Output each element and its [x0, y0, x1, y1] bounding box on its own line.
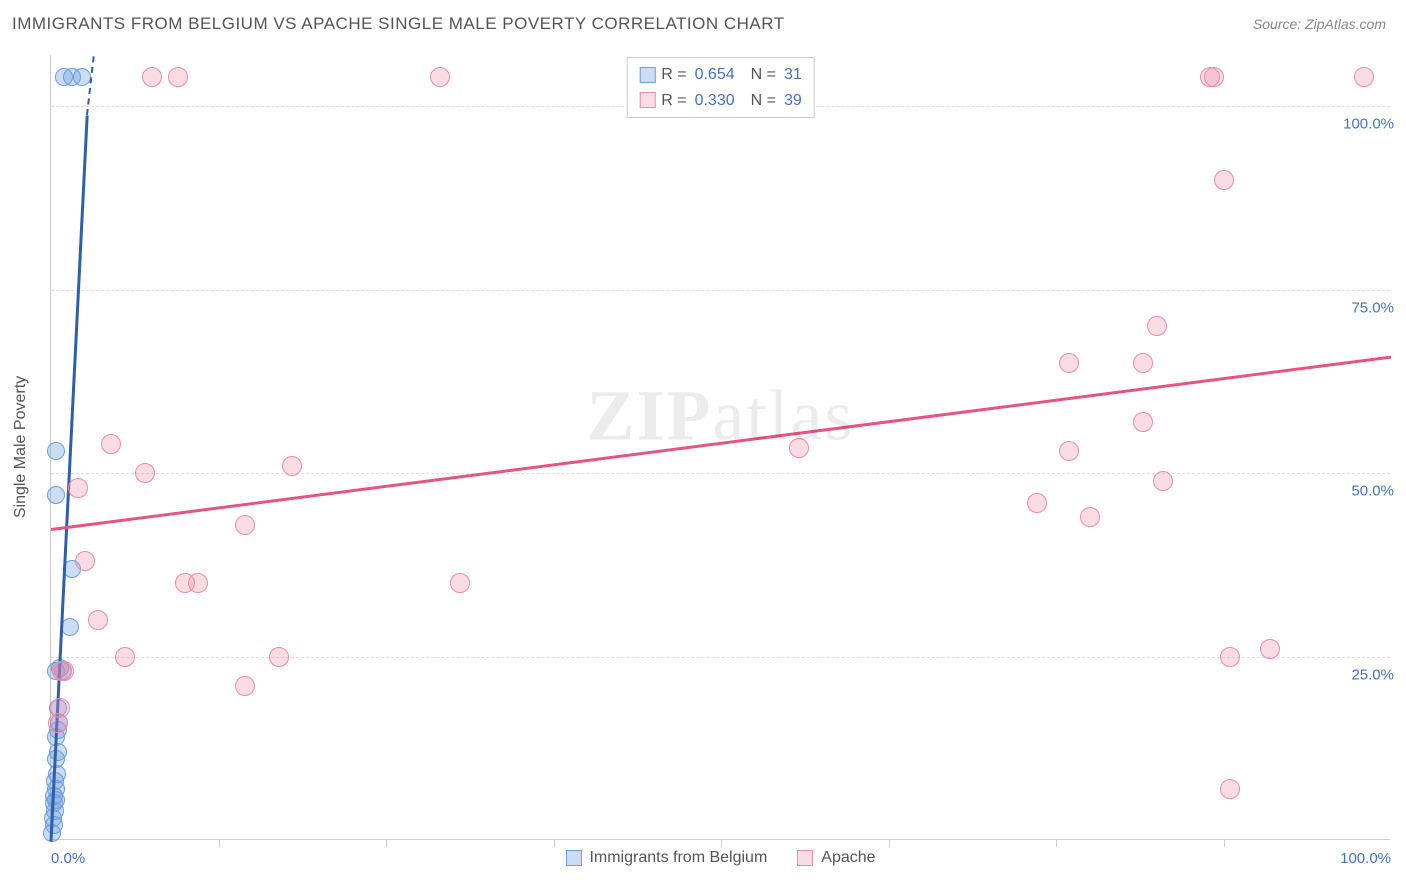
x-tick-label: 100.0%: [1340, 850, 1391, 867]
data-point: [235, 515, 255, 535]
data-point: [188, 573, 208, 593]
legend-row: R = 0.654 N = 31: [639, 62, 802, 88]
data-point: [1153, 471, 1173, 491]
data-point: [282, 456, 302, 476]
x-tick: [554, 839, 555, 847]
legend-r-label: R =: [661, 88, 686, 114]
data-point: [101, 434, 121, 454]
x-tick: [1056, 839, 1057, 847]
data-point: [168, 67, 188, 87]
source-label: Source: ZipAtlas.com: [1253, 16, 1386, 32]
data-point: [450, 573, 470, 593]
y-tick-label: 100.0%: [1314, 116, 1394, 133]
legend-n-label: N =: [751, 62, 776, 88]
legend-swatch-icon: [639, 92, 655, 108]
trend-line: [51, 356, 1391, 531]
data-point: [47, 442, 65, 460]
data-point: [50, 698, 70, 718]
legend-r-value: 0.654: [695, 62, 735, 88]
legend-swatch-icon: [797, 850, 813, 866]
data-point: [269, 647, 289, 667]
data-point: [115, 647, 135, 667]
data-point: [47, 486, 65, 504]
data-point: [789, 438, 809, 458]
y-tick-label: 75.0%: [1314, 299, 1394, 316]
data-point: [75, 551, 95, 571]
y-axis-title: Single Male Poverty: [12, 376, 30, 518]
data-point: [235, 676, 255, 696]
x-tick: [721, 839, 722, 847]
data-point: [1354, 67, 1374, 87]
data-point: [1133, 412, 1153, 432]
data-point: [1214, 170, 1234, 190]
data-point: [1059, 353, 1079, 373]
data-point: [1204, 67, 1224, 87]
data-point: [1059, 441, 1079, 461]
y-tick-label: 50.0%: [1314, 483, 1394, 500]
legend-n-value: 31: [784, 62, 802, 88]
grid-line: [51, 290, 1390, 291]
legend-r-label: R =: [661, 62, 686, 88]
data-point: [1220, 647, 1240, 667]
data-point: [142, 67, 162, 87]
data-point: [73, 68, 91, 86]
y-tick-label: 25.0%: [1314, 666, 1394, 683]
legend-row: R = 0.330 N = 39: [639, 88, 802, 114]
data-point: [68, 478, 88, 498]
data-point: [1220, 779, 1240, 799]
legend-label: Apache: [821, 849, 875, 867]
legend-swatch-icon: [639, 67, 655, 83]
data-point: [1027, 493, 1047, 513]
legend-n-label: N =: [751, 88, 776, 114]
x-tick: [219, 839, 220, 847]
x-tick-label: 0.0%: [51, 850, 85, 867]
legend-swatch-icon: [565, 850, 581, 866]
data-point: [135, 463, 155, 483]
legend-r-value: 0.330: [695, 88, 735, 114]
data-point: [430, 67, 450, 87]
watermark: ZIPatlas: [587, 374, 855, 457]
data-point: [1147, 316, 1167, 336]
data-point: [54, 661, 74, 681]
legend-correlation: R = 0.654 N = 31 R = 0.330 N = 39: [626, 57, 815, 118]
data-point: [1133, 353, 1153, 373]
data-point: [88, 610, 108, 630]
data-point: [1260, 639, 1280, 659]
legend-n-value: 39: [784, 88, 802, 114]
legend-series: Immigrants from Belgium Apache: [565, 849, 875, 867]
chart-title: IMMIGRANTS FROM BELGIUM VS APACHE SINGLE…: [12, 14, 785, 34]
legend-item: Immigrants from Belgium: [565, 849, 767, 867]
x-tick: [889, 839, 890, 847]
header: IMMIGRANTS FROM BELGIUM VS APACHE SINGLE…: [0, 0, 1406, 40]
plot-area: ZIPatlas Single Male Poverty R =0.654N =…: [50, 55, 1390, 840]
x-tick: [1224, 839, 1225, 847]
grid-line: [51, 473, 1390, 474]
x-tick: [386, 839, 387, 847]
legend-item: Apache: [797, 849, 875, 867]
legend-label: Immigrants from Belgium: [589, 849, 767, 867]
data-point: [1080, 507, 1100, 527]
grid-line: [51, 657, 1390, 658]
